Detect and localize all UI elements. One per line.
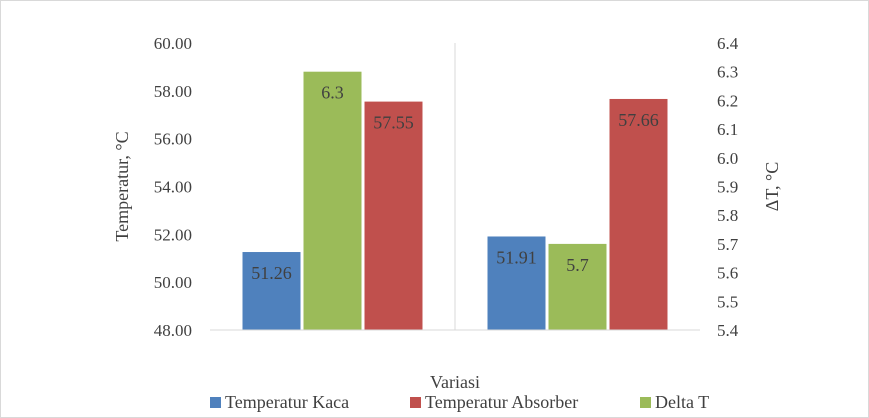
bar-temperatur-kaca: [487, 236, 546, 330]
y2-tick-label: 6.1: [717, 120, 738, 139]
data-label: 57.66: [618, 110, 659, 130]
y2-tick-label: 6.0: [717, 149, 738, 168]
data-label: 6.3: [321, 83, 344, 103]
bar-delta-t: [303, 71, 362, 330]
legend-label: Delta T: [655, 392, 709, 412]
y2-tick-label: 6.4: [717, 34, 739, 53]
y-axis-title: Temperatur, °C: [112, 131, 132, 241]
y2-tick-label: 5.8: [717, 206, 738, 225]
legend-label: Temperatur Kaca: [225, 392, 349, 412]
legend-swatch: [640, 397, 651, 408]
y2-tick-label: 5.4: [717, 321, 739, 340]
y-tick-label: 56.00: [154, 130, 192, 149]
y-tick-label: 60.00: [154, 34, 192, 53]
y2-tick-label: 6.2: [717, 91, 738, 110]
y2-tick-label: 5.9: [717, 178, 738, 197]
data-label: 51.26: [251, 263, 292, 283]
legend-label: Temperatur Absorber: [425, 392, 578, 412]
y2-tick-label: 5.7: [717, 235, 739, 254]
bar-temperatur-absorber: [609, 98, 668, 330]
y-tick-label: 54.00: [154, 178, 192, 197]
data-label: 5.7: [566, 255, 589, 275]
y2-tick-label: 6.3: [717, 63, 738, 82]
legend-swatch: [410, 397, 421, 408]
x-axis-title: Variasi: [430, 372, 480, 392]
bar-temperatur-kaca: [242, 252, 301, 330]
y-tick-label: 58.00: [154, 82, 192, 101]
bar-temperatur-absorber: [364, 101, 423, 331]
y2-tick-label: 5.6: [717, 264, 738, 283]
data-label: 51.91: [496, 247, 537, 267]
y-tick-label: 52.00: [154, 225, 192, 244]
y2-tick-label: 5.5: [717, 292, 738, 311]
bar-delta-t: [548, 243, 607, 330]
y2-axis-title: ΔT, °C: [762, 162, 782, 211]
data-label: 57.55: [373, 113, 414, 133]
y-tick-label: 50.00: [154, 273, 192, 292]
y-tick-label: 48.00: [154, 321, 192, 340]
legend-swatch: [210, 397, 221, 408]
